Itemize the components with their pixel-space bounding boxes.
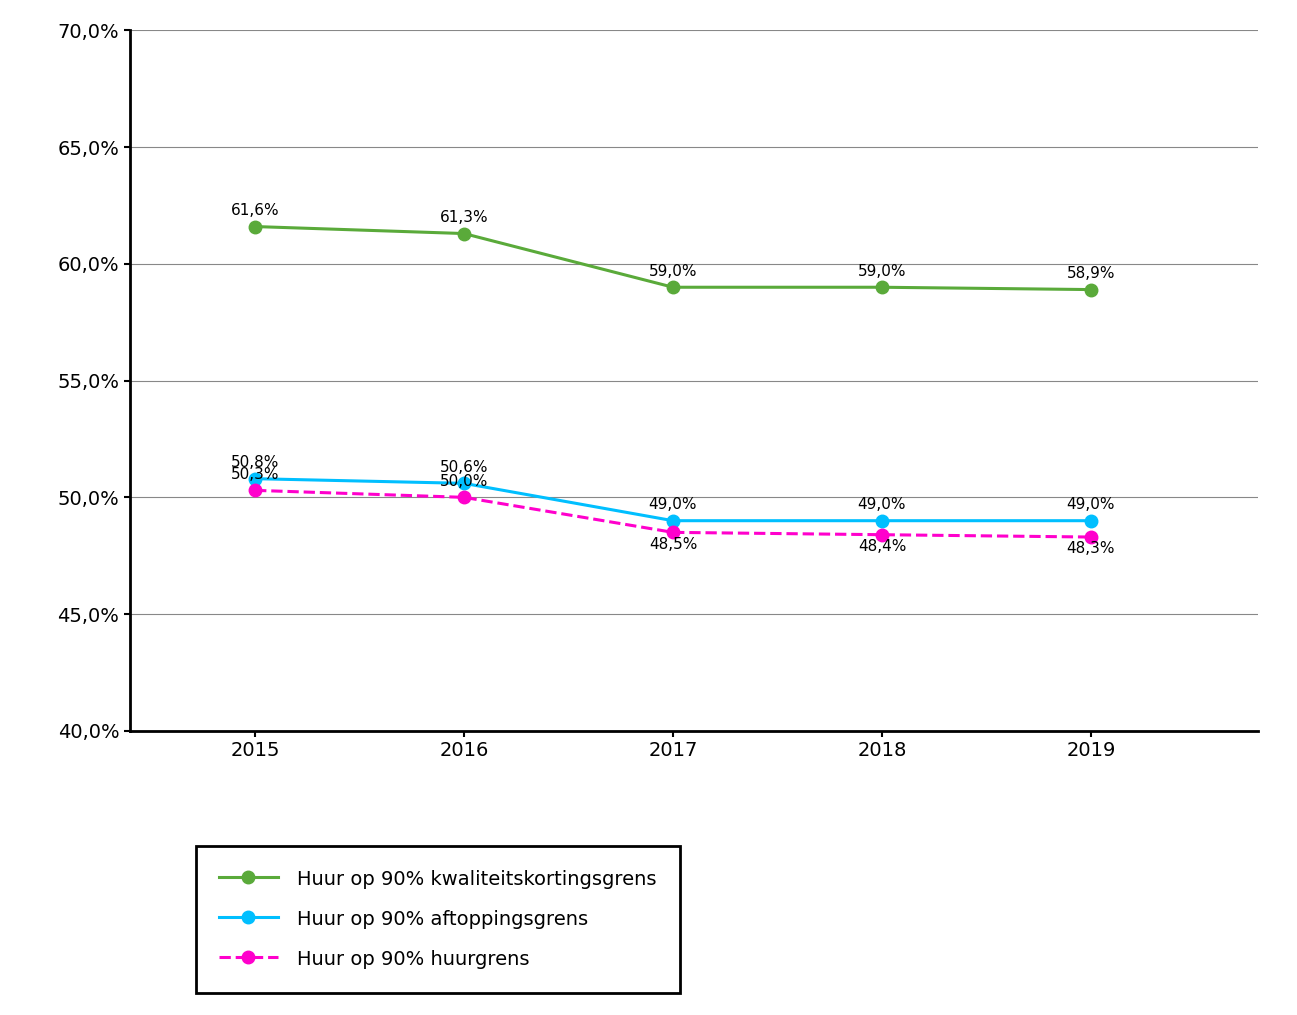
Text: 59,0%: 59,0% [857,264,907,279]
Text: 59,0%: 59,0% [648,264,698,279]
Text: 58,9%: 58,9% [1066,266,1115,281]
Text: 48,4%: 48,4% [857,539,907,554]
Legend: Huur op 90% kwaliteitskortingsgrens, Huur op 90% aftoppingsgrens, Huur op 90% hu: Huur op 90% kwaliteitskortingsgrens, Huu… [196,845,680,993]
Text: 49,0%: 49,0% [1066,497,1115,513]
Text: 61,6%: 61,6% [231,203,279,218]
Text: 50,0%: 50,0% [440,474,488,489]
Text: 50,6%: 50,6% [440,460,488,475]
Text: 50,8%: 50,8% [231,456,279,470]
Text: 49,0%: 49,0% [648,497,698,513]
Text: 49,0%: 49,0% [857,497,907,513]
Text: 48,5%: 48,5% [648,537,698,552]
Text: 61,3%: 61,3% [440,210,489,225]
Text: 48,3%: 48,3% [1066,541,1115,556]
Text: 50,3%: 50,3% [231,467,279,482]
